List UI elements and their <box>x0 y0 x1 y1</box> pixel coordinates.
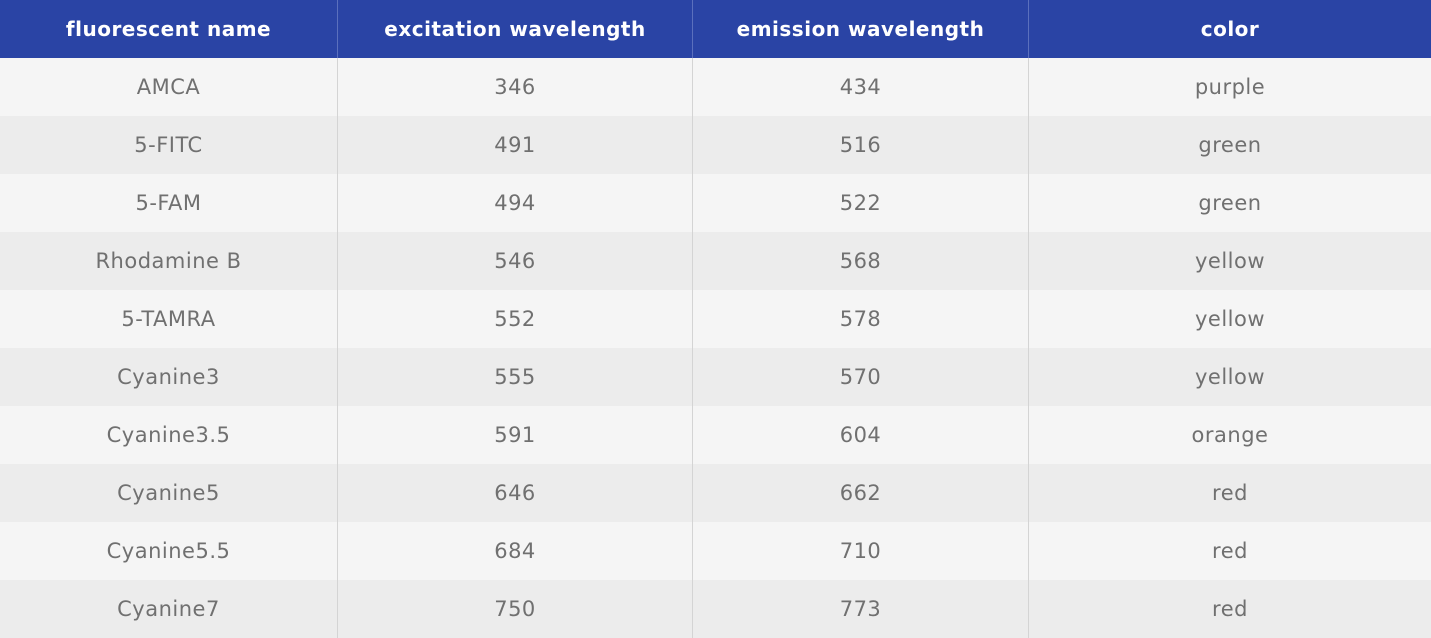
table-cell: Rhodamine B <box>0 232 337 290</box>
table-cell: 434 <box>692 58 1028 116</box>
table-cell: green <box>1028 174 1431 232</box>
table-cell: 578 <box>692 290 1028 348</box>
table-cell: Cyanine7 <box>0 580 337 638</box>
table-cell: 591 <box>337 406 692 464</box>
table-cell: Cyanine5.5 <box>0 522 337 580</box>
table-cell: red <box>1028 580 1431 638</box>
header-cell: emission wavelength <box>692 0 1028 58</box>
table-cell: green <box>1028 116 1431 174</box>
table-cell: red <box>1028 464 1431 522</box>
table-cell: 750 <box>337 580 692 638</box>
header-cell: excitation wavelength <box>337 0 692 58</box>
table-cell: red <box>1028 522 1431 580</box>
table-cell: Cyanine5 <box>0 464 337 522</box>
table-cell: 773 <box>692 580 1028 638</box>
table-cell: 522 <box>692 174 1028 232</box>
table-cell: Cyanine3.5 <box>0 406 337 464</box>
table-cell: yellow <box>1028 290 1431 348</box>
table-cell: AMCA <box>0 58 337 116</box>
table-cell: 604 <box>692 406 1028 464</box>
table-cell: 646 <box>337 464 692 522</box>
table-cell: 570 <box>692 348 1028 406</box>
table-cell: 5-FITC <box>0 116 337 174</box>
table-cell: orange <box>1028 406 1431 464</box>
table-cell: 555 <box>337 348 692 406</box>
table-cell: 5-FAM <box>0 174 337 232</box>
table-cell: 710 <box>692 522 1028 580</box>
table-cell: yellow <box>1028 232 1431 290</box>
table-cell: 546 <box>337 232 692 290</box>
table-cell: purple <box>1028 58 1431 116</box>
table-cell: 346 <box>337 58 692 116</box>
table-cell: 568 <box>692 232 1028 290</box>
table-cell: 684 <box>337 522 692 580</box>
table-cell: 491 <box>337 116 692 174</box>
table-cell: 662 <box>692 464 1028 522</box>
header-cell: color <box>1028 0 1431 58</box>
table-cell: 516 <box>692 116 1028 174</box>
table-cell: Cyanine3 <box>0 348 337 406</box>
table-cell: 494 <box>337 174 692 232</box>
table-cell: 552 <box>337 290 692 348</box>
header-cell: fluorescent name <box>0 0 337 58</box>
table-cell: yellow <box>1028 348 1431 406</box>
table-cell: 5-TAMRA <box>0 290 337 348</box>
